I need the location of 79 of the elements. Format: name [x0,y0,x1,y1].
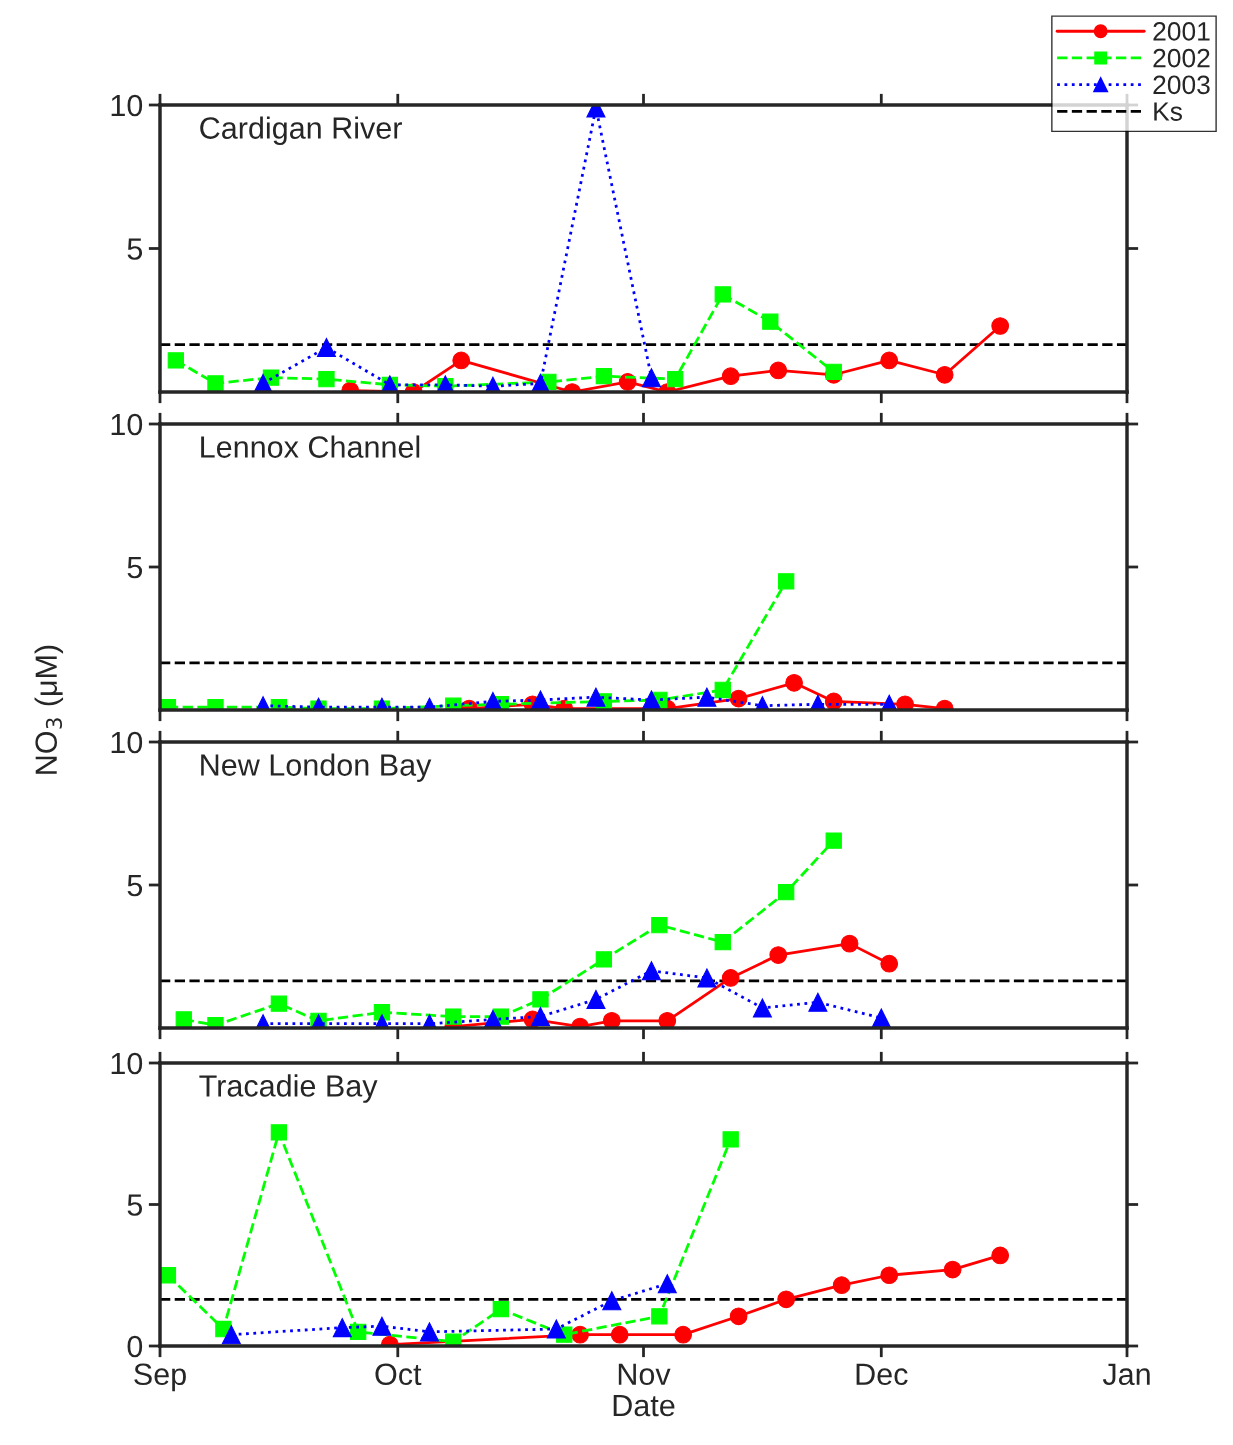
point [778,883,795,901]
point [452,351,471,370]
point [674,1325,692,1344]
x-axis-title: Date [613,1395,675,1417]
x-tick-label: Dec [856,1363,908,1386]
legend-label: 2003 [1153,75,1210,95]
point [714,286,731,303]
point [419,1322,440,1342]
point [651,916,668,934]
y-tick-label: 5 [127,875,143,897]
legend-label: 2001 [1153,22,1210,41]
point [769,946,788,964]
point [880,351,899,370]
point [714,934,731,951]
y-axis-title: NO$_{3}$ (μM) [34,645,64,774]
y-tick-label: 10 [111,731,143,754]
point [372,1316,392,1336]
point [270,1124,288,1141]
point [697,968,717,988]
point [610,1325,629,1344]
point [595,951,613,968]
point [667,370,684,388]
point [318,370,335,388]
y-tick-label: 5 [127,238,143,260]
point [721,367,740,386]
point [595,368,613,385]
point [880,954,899,973]
x-tick-label: Nov [618,1363,671,1386]
point [658,1012,677,1028]
point [808,992,828,1012]
point [586,989,606,1009]
chart-title: Cardigan River [200,116,402,145]
point [991,1246,1010,1265]
point [641,961,661,981]
point [167,352,185,369]
point [769,361,788,380]
point [721,969,740,987]
point [492,1301,509,1318]
point [777,1290,796,1309]
point [602,1291,622,1311]
point [316,337,336,358]
point [602,1012,621,1028]
point [752,998,772,1018]
point [651,1308,668,1325]
point [221,1325,241,1345]
x-tick-label: Sep [134,1363,186,1392]
point [207,375,224,392]
point [943,1260,962,1279]
point [935,365,954,384]
point [840,934,859,953]
point [722,1131,739,1148]
point [991,317,1010,335]
x-tick-label: Oct [375,1363,422,1386]
point [880,1266,899,1285]
y-tick-label: 5 [127,557,143,579]
y-tick-label: 10 [111,94,143,117]
point [762,313,779,330]
point [657,1274,677,1294]
point [546,1319,566,1339]
y-tick-label: 0 [127,1335,143,1358]
legend-label: 2002 [1153,48,1210,68]
y-tick-label: 10 [111,1052,143,1075]
point [530,1007,551,1027]
x-tick-label: Jan [1102,1363,1150,1386]
point [175,1011,192,1028]
chart-title: New London Bay [201,753,432,782]
point [332,1318,352,1338]
legend-label: Ks [1154,102,1182,121]
chart-title: Tracadie Bay [199,1074,378,1103]
y-tick-label: 5 [127,1194,143,1216]
point [270,995,288,1012]
point [445,1008,462,1025]
point [641,368,661,388]
point [832,1276,851,1295]
point [532,991,549,1008]
y-tick-label: 10 [111,413,143,436]
point [729,1307,748,1326]
chart-title: Lennox Channel [201,435,420,458]
point [825,832,842,849]
